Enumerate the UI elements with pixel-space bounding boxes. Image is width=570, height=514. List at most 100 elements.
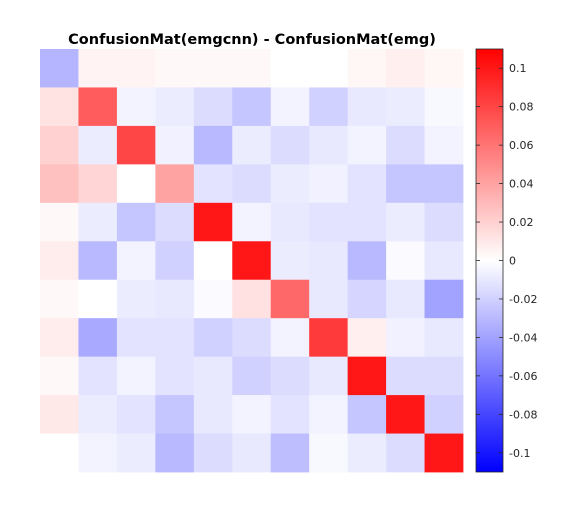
heatmap-cell-r2-c3 bbox=[116, 87, 156, 127]
heatmap-cell-r9-c7 bbox=[270, 356, 310, 396]
heatmap-cell-r9-c8 bbox=[309, 356, 349, 396]
heatmap-cell-r2-c7 bbox=[270, 87, 310, 127]
heatmap-cell-r9-c11 bbox=[424, 356, 464, 396]
heatmap-cell-r11-c3 bbox=[116, 433, 156, 473]
heatmap-cell-r4-c5 bbox=[193, 164, 233, 204]
heatmap-cell-r10-c6 bbox=[232, 395, 272, 434]
heatmap-cell-r7-c1 bbox=[40, 279, 79, 319]
heatmap-cell-r9-c1 bbox=[40, 356, 79, 396]
heatmap-cell-r10-c9 bbox=[347, 395, 387, 434]
heatmap-cell-r1-c10 bbox=[386, 49, 425, 88]
heatmap-cell-r5-c1 bbox=[40, 202, 79, 242]
heatmap-cell-r6-c9 bbox=[347, 241, 387, 281]
heatmap-cell-r1-c3 bbox=[116, 49, 156, 88]
colorbar-tick-label: 0.02 bbox=[509, 216, 534, 229]
heatmap-cell-r11-c6 bbox=[232, 433, 272, 473]
heatmap-cell-r2-c2 bbox=[78, 87, 118, 127]
heatmap-cell-r11-c8 bbox=[309, 433, 349, 473]
heatmap-grid bbox=[40, 49, 464, 473]
heatmap-cell-r11-c10 bbox=[386, 433, 425, 473]
heatmap-cell-r6-c8 bbox=[309, 241, 349, 281]
heatmap-cell-r3-c9 bbox=[347, 125, 387, 165]
heatmap-cell-r5-c8 bbox=[309, 202, 349, 242]
heatmap-cell-r10-c7 bbox=[270, 395, 310, 434]
heatmap-cell-r6-c11 bbox=[424, 241, 464, 281]
heatmap-cell-r1-c2 bbox=[78, 49, 118, 88]
heatmap-cell-r8-c4 bbox=[155, 318, 195, 358]
heatmap-cell-r4-c8 bbox=[309, 164, 349, 204]
heatmap-cell-r1-c6 bbox=[232, 49, 272, 88]
heatmap-cell-r4-c6 bbox=[232, 164, 272, 204]
heatmap-cell-r7-c11 bbox=[424, 279, 464, 319]
heatmap-cell-r1-c9 bbox=[347, 49, 387, 88]
heatmap-cell-r2-c10 bbox=[386, 87, 425, 127]
heatmap-cell-r9-c3 bbox=[116, 356, 156, 396]
heatmap-cell-r7-c3 bbox=[116, 279, 156, 319]
heatmap-cell-r8-c3 bbox=[116, 318, 156, 358]
heatmap-cell-r6-c5 bbox=[193, 241, 233, 281]
heatmap-cell-r8-c9 bbox=[347, 318, 387, 358]
heatmap-cell-r2-c11 bbox=[424, 87, 464, 127]
heatmap-cell-r4-c10 bbox=[386, 164, 425, 204]
heatmap-cell-r3-c10 bbox=[386, 125, 425, 165]
heatmap-cell-r3-c4 bbox=[155, 125, 195, 165]
heatmap-cell-r10-c11 bbox=[424, 395, 464, 434]
heatmap-cell-r7-c7 bbox=[270, 279, 310, 319]
heatmap-cell-r1-c5 bbox=[193, 49, 233, 88]
heatmap-cell-r6-c1 bbox=[40, 241, 79, 281]
colorbar-tick-label: 0.08 bbox=[509, 101, 534, 114]
heatmap-cell-r2-c6 bbox=[232, 87, 272, 127]
heatmap-cell-r2-c8 bbox=[309, 87, 349, 127]
heatmap-cell-r2-c1 bbox=[40, 87, 79, 127]
heatmap-cell-r2-c4 bbox=[155, 87, 195, 127]
heatmap-cell-r5-c3 bbox=[116, 202, 156, 242]
heatmap-cell-r3-c8 bbox=[309, 125, 349, 165]
heatmap-cell-r7-c6 bbox=[232, 279, 272, 319]
heatmap-cell-r3-c11 bbox=[424, 125, 464, 165]
colorbar-tick-label: -0.04 bbox=[509, 331, 537, 344]
heatmap-cell-r9-c9 bbox=[347, 356, 387, 396]
heatmap-cell-r8-c10 bbox=[386, 318, 425, 358]
heatmap-cell-r3-c3 bbox=[116, 125, 156, 165]
heatmap-cell-r5-c4 bbox=[155, 202, 195, 242]
colorbar: 0.1 0.08 0.06 0.04 0.02 0 -0.02 -0.04 -0.06 -0.08… bbox=[475, 48, 537, 473]
heatmap-cell-r5-c2 bbox=[78, 202, 118, 242]
heatmap-cell-r7-c4 bbox=[155, 279, 195, 319]
heatmap-cell-r4-c11 bbox=[424, 164, 464, 204]
heatmap-cell-r6-c3 bbox=[116, 241, 156, 281]
heatmap-cell-r4-c1 bbox=[40, 164, 79, 204]
heatmap-cell-r3-c5 bbox=[193, 125, 233, 165]
heatmap-cell-r11-c11 bbox=[424, 433, 464, 473]
heatmap-cell-r2-c9 bbox=[347, 87, 387, 127]
chart-title: ConfusionMat(emgcnn) - ConfusionMat(emg) bbox=[68, 32, 436, 48]
heatmap-cell-r8-c1 bbox=[40, 318, 79, 358]
colorbar-tick-label: -0.06 bbox=[509, 370, 537, 383]
heatmap-cell-r3-c1 bbox=[40, 125, 79, 165]
heatmap-cell-r5-c11 bbox=[424, 202, 464, 242]
heatmap-cell-r4-c7 bbox=[270, 164, 310, 204]
colorbar-tick-label: -0.08 bbox=[509, 408, 537, 421]
heatmap-cell-r9-c10 bbox=[386, 356, 425, 396]
heatmap-cell-r8-c7 bbox=[270, 318, 310, 358]
heatmap-cell-r5-c9 bbox=[347, 202, 387, 242]
heatmap-cell-r11-c9 bbox=[347, 433, 387, 473]
heatmap-cell-r5-c5 bbox=[193, 202, 233, 242]
colorbar-tick-label: 0 bbox=[509, 255, 516, 268]
colorbar-tick-label: -0.1 bbox=[509, 447, 530, 460]
heatmap-cell-r6-c7 bbox=[270, 241, 310, 281]
heatmap-cell-r8-c11 bbox=[424, 318, 464, 358]
colorbar-tick-label: 0.1 bbox=[509, 62, 527, 75]
heatmap-cell-r3-c2 bbox=[78, 125, 118, 165]
heatmap-cell-r6-c6 bbox=[232, 241, 272, 281]
heatmap-cell-r2-c5 bbox=[193, 87, 233, 127]
heatmap-cell-r8-c5 bbox=[193, 318, 233, 358]
heatmap-cell-r5-c7 bbox=[270, 202, 310, 242]
heatmap-cell-r11-c7 bbox=[270, 433, 310, 473]
heatmap-cell-r11-c2 bbox=[78, 433, 118, 473]
heatmap-cell-r6-c10 bbox=[386, 241, 425, 281]
heatmap-cell-r3-c6 bbox=[232, 125, 272, 165]
heatmap-cell-r3-c7 bbox=[270, 125, 310, 165]
heatmap-cell-r7-c10 bbox=[386, 279, 425, 319]
heatmap-cell-r9-c4 bbox=[155, 356, 195, 396]
heatmap-cell-r7-c8 bbox=[309, 279, 349, 319]
